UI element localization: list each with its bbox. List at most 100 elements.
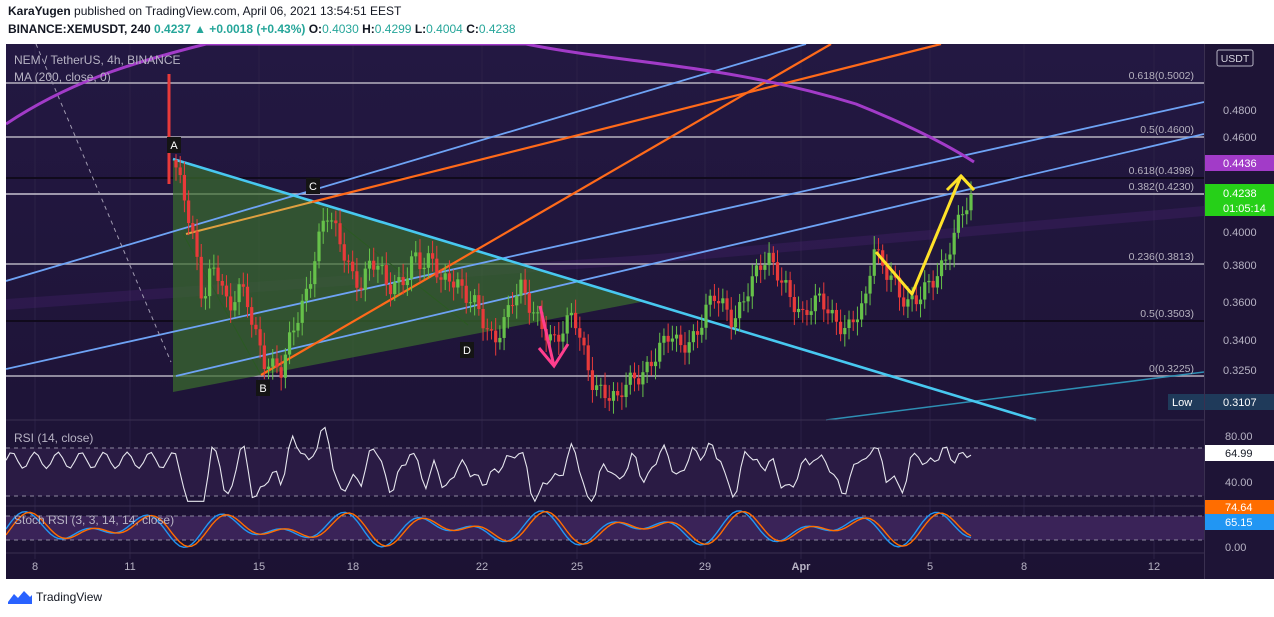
candle-body	[178, 167, 182, 176]
stoch-k-value: 65.15	[1225, 517, 1253, 529]
candle-body	[241, 284, 245, 287]
published-text: published on TradingView.com, April 06, …	[74, 4, 402, 18]
candle-body	[902, 297, 906, 307]
candle-body	[477, 295, 481, 309]
candle-body	[611, 391, 616, 401]
open-value: 0.4030	[322, 22, 359, 36]
lower-channel-line	[825, 371, 1204, 421]
candle-body	[897, 277, 902, 298]
candle-body	[868, 275, 872, 294]
bar-countdown: 01:05:14	[1223, 203, 1266, 215]
candle-body	[279, 367, 283, 378]
candle-body	[515, 295, 519, 306]
candle-body	[266, 366, 271, 370]
candle-body	[817, 293, 822, 296]
candle-body	[561, 333, 565, 342]
candle-body	[822, 293, 826, 310]
rsi-tick-80: 80.00	[1225, 431, 1253, 443]
candle-body	[393, 282, 397, 295]
candle-body	[944, 259, 948, 261]
candle-body	[557, 334, 561, 342]
candle-body	[401, 277, 405, 286]
candle-body	[750, 276, 754, 297]
candle-body	[548, 334, 552, 341]
candle-body	[771, 252, 775, 263]
fib-label-0618-5002: 0.618(0.5002)	[1129, 70, 1194, 82]
candle-body	[620, 395, 624, 398]
candle-body	[510, 305, 515, 307]
candle-body	[452, 281, 456, 288]
candle-body	[338, 223, 342, 245]
candle-body	[775, 262, 780, 281]
candle-body	[578, 328, 582, 338]
price-chart[interactable]: A B C D 0.618(0.5002) 0.5(0.4600) 0.618(…	[6, 44, 1204, 579]
candle-body	[527, 293, 531, 313]
stoch-d-value: 74.64	[1225, 502, 1253, 514]
candle-body	[780, 280, 784, 283]
candle-body	[359, 287, 363, 290]
candle-body	[738, 302, 742, 319]
price-tick-0325: 0.3250	[1223, 365, 1257, 377]
candle-body	[742, 301, 746, 303]
candle-body	[199, 256, 203, 299]
candle-body	[363, 268, 367, 290]
rsi-line	[6, 426, 972, 503]
candle-body	[763, 265, 767, 270]
candle-body	[460, 279, 464, 286]
candle-body	[271, 358, 275, 367]
candle-body	[813, 295, 817, 312]
low-value: 0.3107	[1223, 397, 1257, 409]
candle-body	[229, 296, 233, 311]
stoch-k-badge	[1205, 514, 1274, 530]
triangle-inner-line-2	[311, 201, 469, 326]
candle-body	[203, 296, 208, 299]
candle-body	[182, 175, 187, 201]
open-label: O:	[308, 22, 323, 36]
ma-legend: MA (200, close, 0)	[14, 70, 111, 84]
rsi-legend: RSI (14, close)	[14, 431, 93, 445]
candle-body	[885, 265, 889, 280]
x-tick-apr: Apr	[792, 561, 812, 573]
candle-body	[536, 312, 540, 314]
candle-body	[969, 194, 973, 211]
stoch-tick-0: 0.00	[1225, 542, 1246, 554]
candle-body	[208, 268, 212, 297]
candle-body	[784, 280, 788, 283]
candle-body	[506, 305, 510, 318]
rsi-tick-40: 40.00	[1225, 477, 1253, 489]
candle-body	[754, 265, 759, 277]
price-tick-0380: 0.3800	[1223, 260, 1257, 272]
candle-body	[191, 223, 195, 232]
chart-frame[interactable]: A B C D 0.618(0.5002) 0.5(0.4600) 0.618(…	[6, 44, 1204, 579]
candle-body	[372, 260, 376, 270]
candle-body	[717, 300, 721, 304]
currency-badge[interactable]	[1216, 49, 1254, 67]
candle-body	[346, 260, 351, 262]
candle-body	[708, 295, 712, 305]
candle-body	[628, 372, 632, 385]
candle-body	[195, 231, 199, 257]
point-b-bg	[256, 380, 270, 396]
price-axis[interactable]: C 0.4800 0.4600 0.4000 0.3800 0.3600 0.3…	[1204, 44, 1274, 579]
candle-body	[569, 312, 573, 316]
rsi-band	[6, 448, 1204, 496]
candle-body	[502, 317, 506, 338]
price-axis-svg: C 0.4800 0.4600 0.4000 0.3800 0.3600 0.3…	[1205, 49, 1274, 554]
symbol-info: BINANCE:XEMUSDT, 240 0.4237 ▲ +0.0018 (+…	[8, 22, 516, 36]
last-price: 0.4237	[154, 22, 191, 36]
candle-body	[355, 271, 359, 288]
candle-body	[523, 279, 527, 294]
low-value: 0.4004	[426, 22, 463, 36]
candle-body	[960, 214, 965, 216]
tradingview-footer[interactable]: TradingView	[8, 590, 102, 604]
candle-body	[809, 311, 813, 315]
candle-body	[683, 345, 687, 353]
candle-body	[388, 284, 393, 295]
candle-body	[759, 265, 763, 270]
fib-label-0618-4398: 0.618(0.4398)	[1129, 165, 1194, 177]
candle-body	[952, 232, 956, 255]
close-label: C:	[466, 22, 479, 36]
candle-body	[296, 322, 300, 331]
candle-body	[733, 318, 738, 328]
candle-body	[767, 252, 771, 266]
